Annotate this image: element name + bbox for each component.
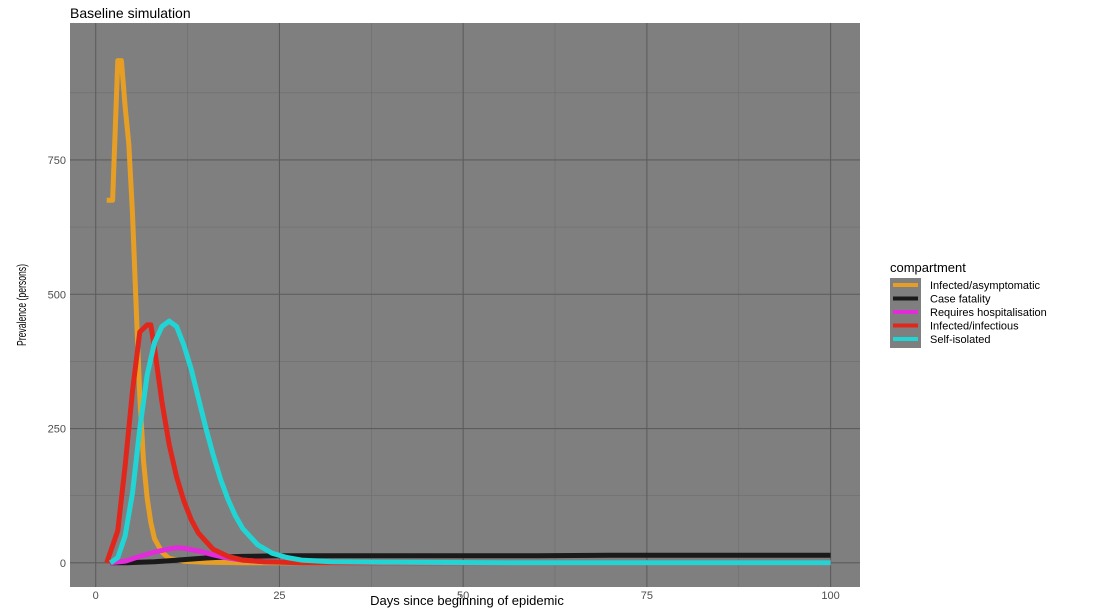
x-tick-label: 0 bbox=[93, 590, 99, 602]
legend-label: Infected/infectious bbox=[930, 321, 1019, 333]
legend-label: Self-isolated bbox=[930, 334, 991, 346]
y-axis-label: Prevalence (persons) bbox=[14, 264, 29, 346]
legend-title: compartment bbox=[890, 260, 966, 275]
y-axis-tick-labels: 0 250 500 750 bbox=[48, 155, 66, 570]
legend-label: Requires hospitalisation bbox=[930, 307, 1047, 319]
legend: compartment Infected/asymptomatic Case fa… bbox=[890, 260, 1047, 348]
x-tick-label: 100 bbox=[821, 590, 839, 602]
x-axis-tick-labels: 0 25 50 75 100 bbox=[93, 590, 840, 602]
x-tick-label: 25 bbox=[273, 590, 285, 602]
plot-panel bbox=[70, 23, 860, 587]
minor-gridlines bbox=[70, 23, 860, 587]
series-line bbox=[108, 318, 831, 566]
x-tick-label: 75 bbox=[641, 590, 653, 602]
x-axis-label: Days since beginning of epidemic bbox=[370, 593, 564, 608]
legend-label: Case fatality bbox=[930, 294, 991, 306]
series-line bbox=[110, 552, 831, 566]
legend-label: Infected/asymptomatic bbox=[930, 280, 1041, 292]
y-tick-label: 0 bbox=[60, 558, 66, 570]
chart-title: Baseline simulation bbox=[70, 5, 191, 21]
x-tick-label: 50 bbox=[457, 590, 469, 602]
y-tick-label: 750 bbox=[48, 155, 66, 167]
series-lines bbox=[104, 58, 831, 566]
y-tick-label: 500 bbox=[48, 289, 66, 301]
y-tick-label: 250 bbox=[48, 424, 66, 436]
